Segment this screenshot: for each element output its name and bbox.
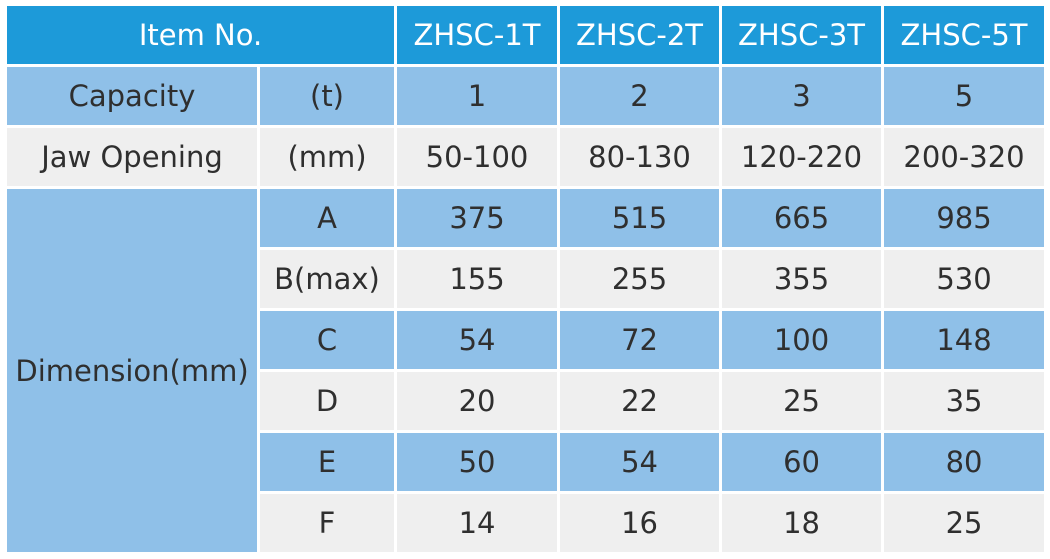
dimension-value: 155 [397, 250, 558, 308]
dimension-value: 985 [884, 189, 1045, 247]
dimension-value: 148 [884, 311, 1045, 369]
dimension-value: 60 [722, 433, 882, 491]
header-row: Item No. ZHSC-1T ZHSC-2T ZHSC-3T ZHSC-5T [7, 6, 1045, 64]
jaw-opening-label: Jaw Opening [7, 128, 257, 186]
dimension-value: 72 [560, 311, 720, 369]
dimension-value: 50 [397, 433, 558, 491]
dimension-value: 16 [560, 494, 720, 552]
model-header: ZHSC-5T [884, 6, 1045, 64]
model-header: ZHSC-1T [397, 6, 558, 64]
dimension-key: E [260, 433, 395, 491]
capacity-label: Capacity [7, 67, 257, 125]
dimension-key: B(max) [260, 250, 395, 308]
dimension-value: 375 [397, 189, 558, 247]
dimension-value: 18 [722, 494, 882, 552]
jaw-opening-row: Jaw Opening (mm) 50-100 80-130 120-220 2… [7, 128, 1045, 186]
jaw-opening-value: 200-320 [884, 128, 1045, 186]
dimension-key: A [260, 189, 395, 247]
dimension-key: C [260, 311, 395, 369]
dimension-key: F [260, 494, 395, 552]
dimension-row-e: E 50 54 60 80 [7, 433, 1045, 491]
capacity-row: Capacity (t) 1 2 3 5 [7, 67, 1045, 125]
dimension-value: 80 [884, 433, 1045, 491]
dimension-value: 54 [397, 311, 558, 369]
dimension-value: 255 [560, 250, 720, 308]
dimension-value: 515 [560, 189, 720, 247]
dimension-value: 665 [722, 189, 882, 247]
jaw-opening-value: 80-130 [560, 128, 720, 186]
dimension-value: 25 [722, 372, 882, 430]
dimension-key: D [260, 372, 395, 430]
dimension-row-c: C 54 72 100 148 [7, 311, 1045, 369]
capacity-value: 1 [397, 67, 558, 125]
capacity-value: 2 [560, 67, 720, 125]
item-no-header: Item No. [7, 6, 395, 64]
model-header: ZHSC-2T [560, 6, 720, 64]
dimension-label: Dimension(mm) [7, 189, 257, 552]
dimension-value: 22 [560, 372, 720, 430]
capacity-value: 5 [884, 67, 1045, 125]
dimension-value: 530 [884, 250, 1045, 308]
dimension-value: 355 [722, 250, 882, 308]
jaw-opening-unit: (mm) [260, 128, 395, 186]
capacity-value: 3 [722, 67, 882, 125]
dimension-row-f: F 14 16 18 25 [7, 494, 1045, 552]
spec-table: Item No. ZHSC-1T ZHSC-2T ZHSC-3T ZHSC-5T… [4, 3, 1047, 555]
dimension-value: 14 [397, 494, 558, 552]
dimension-row-a: Dimension(mm) A 375 515 665 985 [7, 189, 1045, 552]
dimension-row-b: B(max) 155 255 355 530 [7, 250, 1045, 308]
dimension-value: 20 [397, 372, 558, 430]
dimension-value: 35 [884, 372, 1045, 430]
dimension-value: 100 [722, 311, 882, 369]
dimension-value: 25 [884, 494, 1045, 552]
model-header: ZHSC-3T [722, 6, 882, 64]
dimension-value: 54 [560, 433, 720, 491]
dimension-row-d: D 20 22 25 35 [7, 372, 1045, 430]
jaw-opening-value: 50-100 [397, 128, 558, 186]
capacity-unit: (t) [260, 67, 395, 125]
jaw-opening-value: 120-220 [722, 128, 882, 186]
